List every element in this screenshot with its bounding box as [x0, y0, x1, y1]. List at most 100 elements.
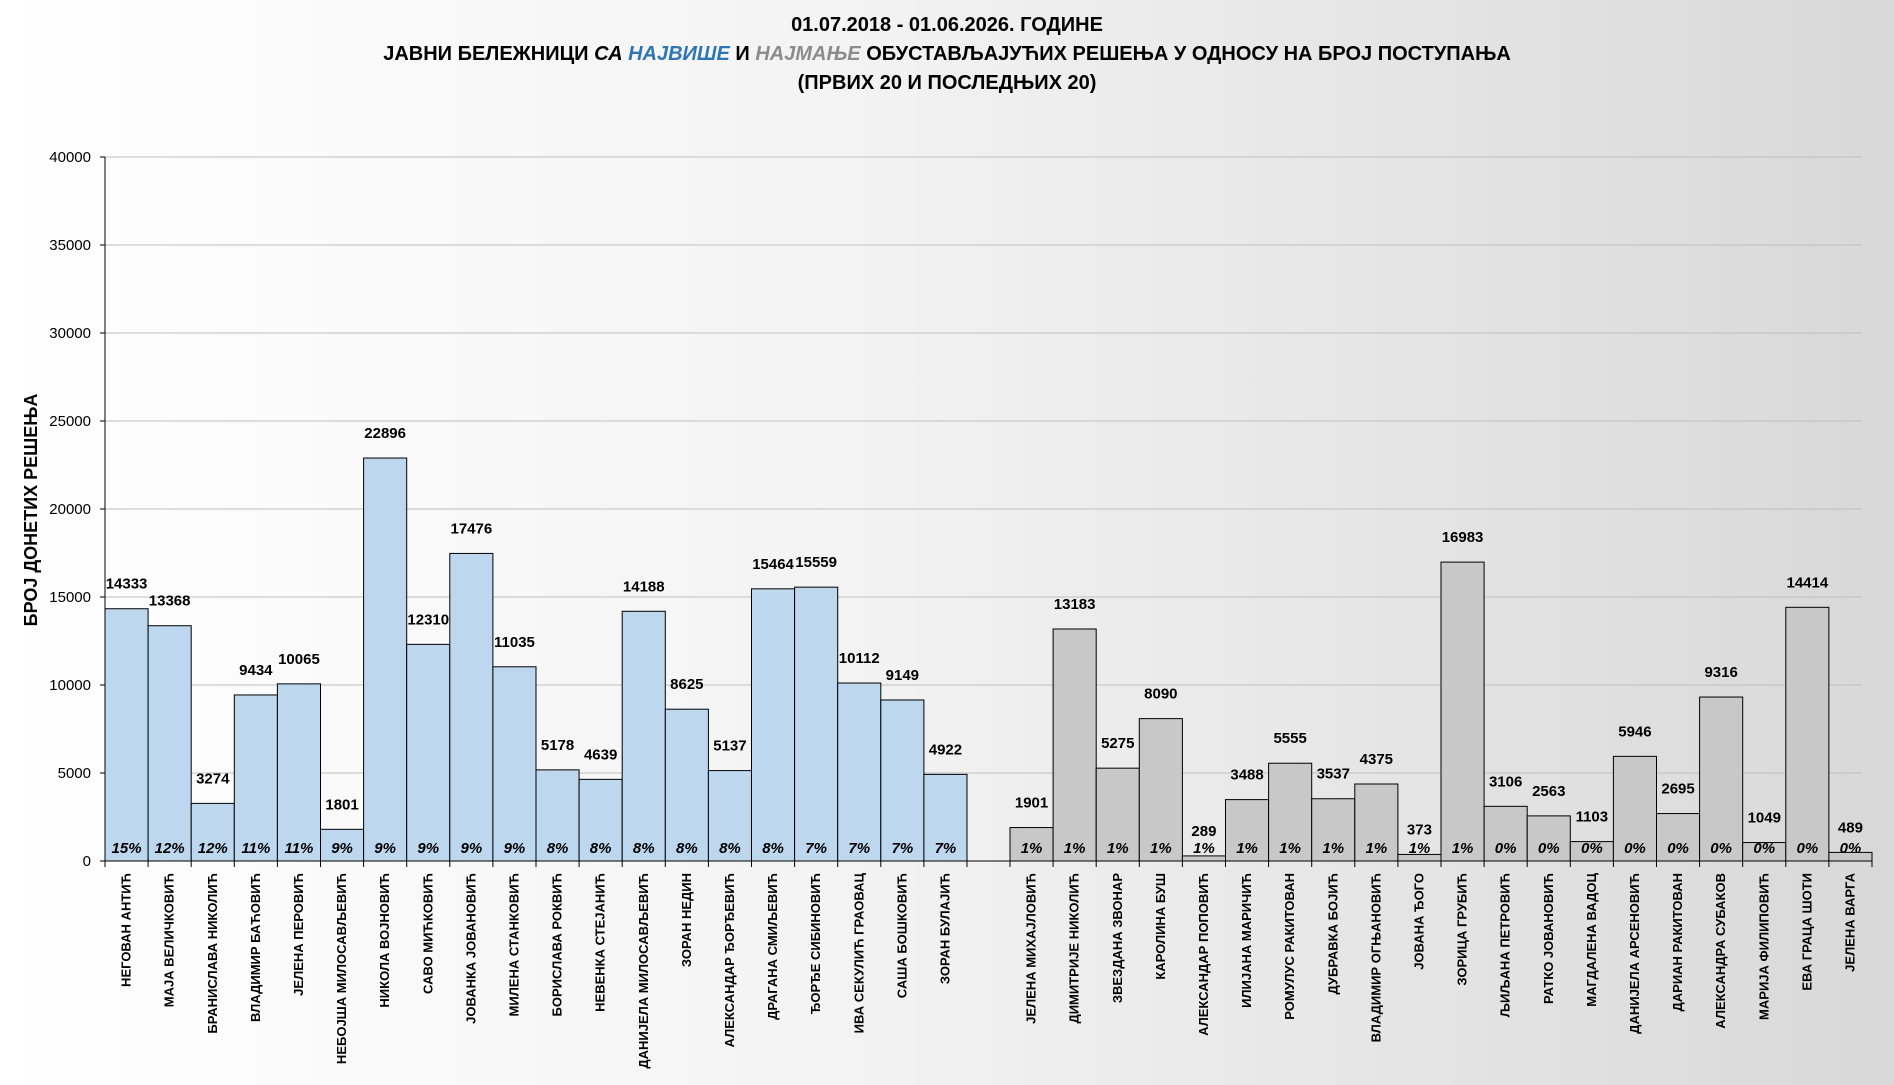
- chart-title-line3: (ПРВИХ 20 И ПОСЛЕДЊИХ 20): [798, 72, 1097, 94]
- category-label: ЈЕЛЕНА ВАРГА: [1842, 872, 1857, 971]
- bar-percent-label: 0%: [1538, 840, 1560, 857]
- category-label: АЛЕКСАНДРА СУБАКОВ: [1713, 873, 1728, 1029]
- category-label: ДИМИТРИЈЕ НИКОЛИЋ: [1067, 873, 1082, 1024]
- bar-value-label: 5946: [1618, 723, 1651, 740]
- bar: [664, 708, 709, 862]
- bar-value-label: 3106: [1489, 773, 1522, 790]
- bar-value-label: 12310: [407, 611, 449, 628]
- y-tick-label: 10000: [49, 677, 91, 694]
- bar-percent-label: 1%: [1150, 840, 1172, 857]
- chart-title-line1: 01.07.2018 - 01.06.2026. ГОДИНЕ: [791, 14, 1103, 36]
- category-label: БРАНИСЛАВА НИКОЛИЋ: [205, 873, 220, 1034]
- y-tick-label: 30000: [49, 325, 91, 342]
- bar-value-label: 14188: [623, 578, 665, 595]
- bar-percent-label: 8%: [633, 840, 655, 857]
- bar: [1095, 767, 1140, 862]
- bar-value-label: 14333: [106, 576, 148, 593]
- bar-percent-label: 1%: [1236, 840, 1258, 857]
- y-axis-label: БРОЈ ДОНЕТИХ РЕШЕЊА: [21, 394, 41, 627]
- bar-percent-label: 8%: [719, 840, 741, 857]
- y-tick-label: 5000: [58, 765, 91, 782]
- bar-percent-label: 9%: [417, 840, 439, 857]
- bar: [1440, 561, 1485, 862]
- bar-value-label: 3488: [1230, 767, 1263, 784]
- title-part: НАЈМАЊЕ: [755, 43, 861, 65]
- bar-percent-label: 8%: [676, 840, 698, 857]
- bar-value-label: 373: [1407, 821, 1432, 838]
- category-label: МАГДАЛЕНА ВАДОЦ: [1584, 872, 1599, 1006]
- category-label: МАРИЈА ФИЛИПОВИЋ: [1756, 873, 1771, 1020]
- bar-percent-label: 0%: [1495, 840, 1517, 857]
- category-label: ЈЕЛЕНА МИХАЈЛОВИЋ: [1024, 873, 1039, 1024]
- bar-value-label: 15464: [752, 556, 794, 573]
- category-label: ЕВА ГРАЦА ШОТИ: [1799, 873, 1814, 991]
- category-label: АЛЕКСАНДАР ЂОРЂЕВИЋ: [722, 873, 737, 1047]
- bar-percent-label: 9%: [331, 840, 353, 857]
- bar-value-label: 5137: [713, 738, 746, 755]
- bar-percent-label: 1%: [1409, 840, 1431, 857]
- bar-value-label: 1049: [1748, 810, 1781, 827]
- category-label: МИЛЕНА СТАНКОВИЋ: [506, 873, 521, 1016]
- category-label: КАРОЛИНА БУШ: [1153, 873, 1168, 980]
- y-tick-label: 15000: [49, 589, 91, 606]
- bar-percent-label: 8%: [547, 840, 569, 857]
- category-label: НЕБОЈША МИЛОСАВЉЕВИЋ: [334, 873, 349, 1064]
- category-label: ДУБРАВКА БОЈИЋ: [1325, 873, 1340, 995]
- category-label: НЕВЕНКА СТЕЈАНИЋ: [593, 873, 608, 1012]
- bar: [621, 610, 666, 862]
- bar-value-label: 11035: [494, 634, 535, 651]
- category-label: ИВА СЕКУЛИЋ ГРАОВАЦ: [851, 873, 866, 1034]
- bar: [794, 586, 839, 862]
- category-label: ДАРИАН РАКИТОВАН: [1670, 873, 1685, 1012]
- bar-value-label: 13368: [149, 593, 191, 610]
- category-label: БОРИСЛАВА РОКВИЋ: [550, 873, 565, 1016]
- category-label: ЗОРАН НЕДИН: [679, 873, 694, 967]
- title-part: НАЈВИШЕ: [628, 43, 730, 65]
- category-label: САША БОШКОВИЋ: [894, 873, 909, 998]
- bar-percent-label: 1%: [1366, 840, 1388, 857]
- bar-value-label: 1801: [325, 796, 358, 813]
- y-tick-label: 25000: [49, 413, 91, 430]
- bar-percent-label: 0%: [1624, 840, 1646, 857]
- bar-percent-label: 7%: [848, 840, 870, 857]
- category-label: ВЛАДИМИР ОГЊАНОВИЋ: [1368, 873, 1383, 1042]
- bar-percent-label: 15%: [112, 840, 142, 857]
- bar-percent-label: 11%: [284, 840, 313, 857]
- bar-percent-label: 8%: [762, 840, 784, 857]
- category-label: ЈОВАНКА ЈОВАНОВИЋ: [463, 873, 478, 1024]
- category-label: ЈЕЛЕНА ПЕРОВИЋ: [291, 873, 306, 996]
- bar: [190, 802, 235, 862]
- bar-percent-label: 0%: [1797, 840, 1819, 857]
- category-label: ДАНИЈЕЛА АРСЕНОВИЋ: [1627, 873, 1642, 1034]
- bar-percent-label: 1%: [1064, 840, 1086, 857]
- category-label: НИКОЛА ВОЈНОВИЋ: [377, 873, 392, 1008]
- bar-percent-label: 1%: [1279, 840, 1301, 857]
- bar: [104, 608, 149, 862]
- title-part: ОБУСТАВЉАЈУЋИХ РЕШЕЊА У ОДНОСУ НА БРОЈ П…: [861, 43, 1511, 65]
- category-label: ВЛАДИМИР БАЋОВИЋ: [248, 873, 263, 1022]
- bar-percent-label: 0%: [1667, 840, 1689, 857]
- bar: [276, 683, 321, 862]
- bar: [147, 625, 192, 862]
- bar-percent-label: 1%: [1452, 840, 1474, 857]
- bar-value-label: 5178: [541, 737, 574, 754]
- bar-percent-label: 7%: [805, 840, 827, 857]
- bar: [1656, 813, 1701, 862]
- bar: [1483, 805, 1528, 862]
- category-label: ЉИЉАНА ПЕТРОВИЋ: [1498, 873, 1513, 1017]
- bar: [880, 699, 925, 862]
- category-label: ДАНИЈЕЛА МИЛОСАВЉЕВИЋ: [636, 873, 651, 1069]
- bar-percent-label: 1%: [1322, 840, 1344, 857]
- bar-value-label: 2563: [1532, 783, 1565, 800]
- bar-value-label: 8625: [670, 676, 703, 693]
- bar-value-label: 3537: [1317, 766, 1350, 783]
- bar-value-label: 5555: [1273, 730, 1306, 747]
- bar-percent-label: 0%: [1710, 840, 1732, 857]
- bar: [837, 682, 882, 862]
- bar-percent-label: 8%: [590, 840, 612, 857]
- bar-value-label: 10065: [278, 651, 320, 668]
- bar: [1785, 606, 1830, 862]
- bar-percent-label: 0%: [1840, 840, 1862, 857]
- axis-layer: 0 5000 10000 15000 20000 25000 30000 35000 40000…: [49, 149, 1873, 1069]
